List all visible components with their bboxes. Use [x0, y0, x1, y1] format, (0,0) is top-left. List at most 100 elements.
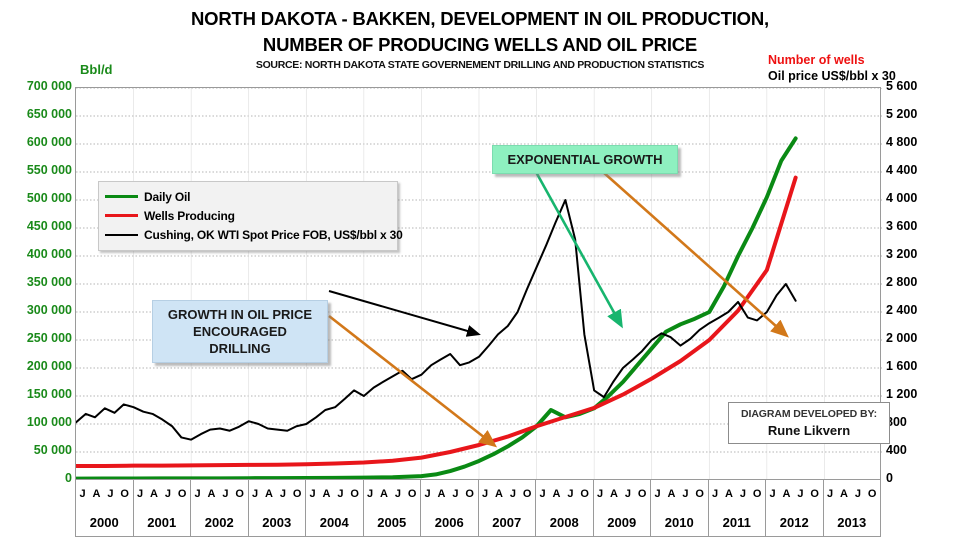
x-axis-month-label: J — [509, 488, 516, 500]
left-axis-unit-label: Bbl/d — [80, 62, 113, 77]
x-axis-year-label: 2013 — [837, 514, 867, 530]
x-axis-month-label: J — [107, 488, 114, 500]
x-axis-month-label: J — [596, 488, 604, 500]
right-y-tick-label: 4 000 — [886, 191, 918, 205]
legend-color-swatch — [105, 195, 138, 198]
x-axis-year-label: 2011 — [722, 514, 751, 530]
annotation-arrow — [328, 290, 481, 337]
left-y-tick-label: 350 000 — [26, 275, 72, 289]
right-y-tick-label: 1 200 — [886, 387, 918, 401]
right-y-tick-label: 3 600 — [886, 219, 918, 233]
x-axis-month-label: A — [437, 488, 446, 500]
x-axis-month-label: J — [624, 488, 631, 500]
credit-author-name: Rune Likvern — [767, 423, 851, 438]
x-axis-month-label: O — [637, 488, 647, 500]
left-y-tick-label: 600 000 — [26, 135, 72, 149]
x-axis-year-label: 2009 — [607, 514, 637, 530]
x-axis-year-cell: J A J O 2004 — [306, 480, 364, 536]
x-axis-year-cell: J A J O 2009 — [594, 480, 651, 536]
x-axis-month-label: O — [867, 488, 877, 500]
x-axis-month-label: A — [207, 488, 216, 500]
x-axis-month-label: O — [235, 488, 244, 500]
x-axis-year-cell: J A J O 2005 — [364, 480, 421, 536]
credit-heading: DIAGRAM DEVELOPED BY: — [741, 408, 877, 420]
x-axis-month-label: O — [407, 488, 417, 500]
x-axis-month-label: J — [739, 488, 746, 500]
annotation-growth-line1: GROWTH IN OIL PRICE — [167, 307, 313, 322]
legend-item: Cushing, OK WTI Spot Price FOB, US$/bbl … — [105, 225, 403, 244]
x-axis-year-cell: J A J O 2000 — [76, 480, 134, 536]
left-y-tick-label: 400 000 — [26, 247, 72, 261]
x-axis-year-cell: J A J O 2006 — [421, 480, 479, 536]
legend-color-swatch — [105, 214, 138, 217]
x-axis-year-label: 2010 — [664, 514, 694, 530]
x-axis-month-label: A — [552, 488, 561, 500]
right-y-tick-label: 2 400 — [886, 303, 918, 317]
x-axis-month-label: A — [92, 488, 101, 500]
x-axis-month-label: J — [79, 488, 86, 500]
data-series-line — [76, 199, 797, 441]
x-axis-year-label: 2005 — [377, 514, 407, 530]
left-y-tick-label: 250 000 — [26, 331, 72, 345]
left-y-tick-label: 300 000 — [26, 303, 72, 317]
legend-item-label: Wells Producing — [144, 208, 235, 223]
x-axis-month-label: J — [394, 488, 401, 500]
x-axis-month-label: J — [567, 488, 574, 500]
x-axis-month-label: J — [164, 488, 171, 500]
chart-title-line2: NUMBER OF PRODUCING WELLS AND OIL PRICE — [262, 34, 698, 55]
right-y-tick-label: 5 200 — [886, 107, 918, 121]
left-y-axis: 0 50 000 100 000 150 000 200 000 250 000 300 0… — [0, 79, 72, 485]
right-y-tick-label: 1 600 — [886, 359, 918, 373]
x-axis-month-label: J — [654, 488, 661, 500]
x-axis-year-label: 2001 — [147, 514, 177, 530]
right-y-tick-label: 5 600 — [886, 79, 918, 93]
legend-item: Daily Oil — [105, 187, 391, 206]
x-axis-month-label: O — [522, 488, 532, 500]
x-axis-month-label: J — [279, 488, 286, 500]
chart-title-block: NORTH DAKOTA - BAKKEN, DEVELOPMENT IN OI… — [0, 6, 960, 58]
x-axis-month-label: O — [120, 488, 129, 500]
left-y-tick-label: 100 000 — [26, 415, 72, 429]
right-axis-wells-label: Number of wells — [768, 53, 865, 67]
x-axis-month-label: J — [309, 488, 316, 500]
x-axis-month-label: A — [610, 488, 618, 500]
x-axis-month-label: O — [695, 488, 704, 500]
x-axis-month-label: J — [337, 488, 344, 500]
x-axis-year-cell: J A J O 2001 — [134, 480, 191, 536]
x-axis-month-label: J — [682, 488, 689, 500]
left-y-tick-label: 150 000 — [26, 387, 72, 401]
x-axis-year-cell: J A J O 2011 — [709, 480, 766, 536]
right-y-axis: 0 400 800 1 200 1 600 2 000 2 400 2 800 3 200 3 6… — [886, 79, 956, 485]
x-axis-month-label: J — [366, 488, 374, 500]
x-axis-month-label: A — [322, 488, 331, 500]
x-axis-year-cell: J A J O 2002 — [191, 480, 249, 536]
legend-item-label: Cushing, OK WTI Spot Price FOB, US$/bbl … — [144, 227, 403, 242]
data-series-line — [76, 175, 798, 468]
x-axis-month-label: J — [854, 488, 861, 500]
x-axis-month-label: J — [797, 488, 804, 500]
x-axis-month-label: A — [150, 488, 158, 500]
left-y-tick-label: 550 000 — [26, 163, 72, 177]
x-axis-month-label: J — [136, 488, 144, 500]
x-axis-month-label: O — [177, 488, 187, 500]
left-y-tick-label: 450 000 — [26, 219, 72, 233]
x-axis-month-label: A — [265, 488, 273, 500]
annotation-growth-line2: ENCOURAGED DRILLING — [193, 324, 287, 356]
annotation-arrow — [534, 171, 623, 329]
x-axis-year-label: 2007 — [492, 514, 522, 530]
x-axis-month-label: J — [711, 488, 719, 500]
x-axis-year-label: 2006 — [434, 514, 464, 530]
left-y-tick-label: 650 000 — [26, 107, 72, 121]
right-y-tick-label: 0 — [886, 471, 893, 485]
